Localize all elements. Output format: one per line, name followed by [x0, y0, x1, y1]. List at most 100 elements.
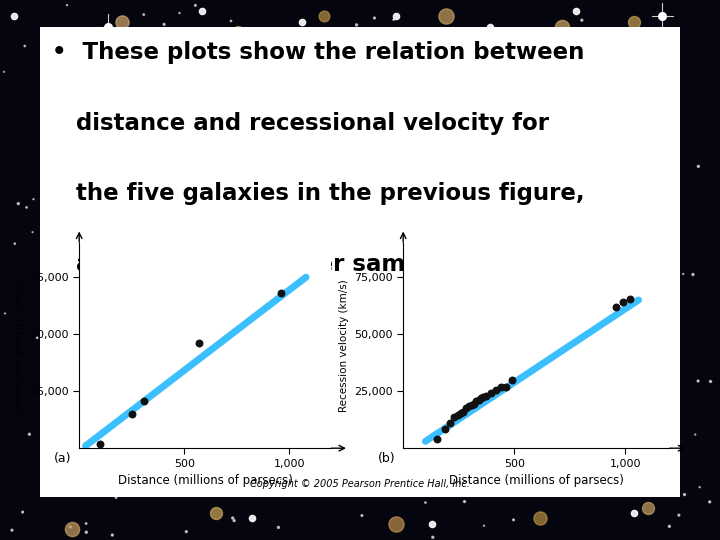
Point — [189, 1, 201, 10]
Point — [519, 265, 531, 273]
Point — [495, 382, 507, 391]
Point — [213, 360, 225, 369]
Point — [369, 14, 380, 22]
Point — [232, 28, 243, 37]
Point — [127, 75, 139, 84]
Point — [193, 339, 204, 348]
Point — [449, 188, 461, 197]
Point — [500, 382, 512, 391]
X-axis label: Distance (millions of parsecs): Distance (millions of parsecs) — [118, 474, 292, 487]
Point — [559, 404, 571, 413]
Point — [167, 73, 179, 82]
Point — [679, 490, 690, 499]
Point — [264, 189, 276, 198]
Point — [463, 402, 474, 410]
Point — [454, 242, 465, 251]
Point — [504, 449, 516, 457]
Point — [444, 419, 456, 428]
Point — [102, 23, 114, 31]
Point — [252, 157, 264, 165]
Point — [323, 393, 334, 401]
Point — [575, 239, 587, 248]
Point — [181, 528, 192, 536]
Point — [556, 23, 567, 31]
Point — [195, 198, 207, 206]
Point — [48, 342, 60, 350]
Point — [210, 509, 222, 517]
Point — [657, 12, 668, 21]
Point — [117, 264, 129, 273]
Point — [31, 333, 42, 342]
Point — [457, 407, 469, 416]
Point — [385, 136, 397, 144]
Point — [107, 208, 118, 217]
Point — [616, 55, 627, 64]
Point — [135, 160, 147, 168]
Point — [576, 146, 588, 154]
Point — [334, 217, 346, 225]
Text: and then for a larger sample:: and then for a larger sample: — [53, 253, 454, 275]
Point — [624, 294, 636, 303]
Point — [639, 364, 650, 373]
Point — [459, 497, 470, 506]
Point — [443, 353, 454, 362]
Point — [552, 328, 564, 336]
Point — [508, 516, 519, 524]
Point — [595, 327, 607, 336]
Point — [521, 448, 533, 457]
X-axis label: Distance (millions of parsecs): Distance (millions of parsecs) — [449, 474, 624, 487]
Point — [147, 415, 158, 423]
Point — [582, 383, 594, 392]
Point — [129, 47, 140, 56]
Point — [618, 177, 629, 186]
Point — [233, 333, 244, 341]
Point — [657, 12, 668, 21]
Point — [440, 424, 451, 433]
Point — [467, 401, 478, 409]
Point — [368, 74, 379, 83]
Point — [432, 106, 444, 115]
Point — [441, 12, 452, 21]
Point — [6, 526, 18, 535]
Point — [275, 289, 287, 298]
Point — [593, 184, 605, 192]
Point — [452, 249, 464, 258]
Point — [219, 305, 230, 313]
Point — [228, 516, 240, 525]
Point — [110, 494, 122, 502]
Point — [73, 384, 85, 393]
Point — [640, 304, 652, 313]
Point — [426, 50, 437, 59]
Point — [420, 54, 432, 63]
Point — [302, 419, 314, 428]
Point — [350, 254, 361, 262]
Point — [469, 102, 481, 111]
Point — [138, 397, 150, 406]
Point — [94, 383, 105, 392]
Point — [59, 28, 71, 36]
Point — [642, 335, 654, 343]
Point — [705, 377, 716, 386]
Point — [82, 28, 94, 37]
Point — [572, 157, 583, 165]
Point — [362, 402, 374, 410]
Point — [176, 280, 187, 289]
Point — [426, 519, 438, 528]
Point — [168, 100, 180, 109]
Point — [469, 400, 480, 408]
Point — [628, 17, 639, 26]
Point — [390, 519, 402, 528]
Point — [65, 523, 76, 531]
Point — [166, 28, 177, 37]
Point — [351, 21, 362, 29]
Point — [361, 192, 372, 200]
Point — [517, 72, 528, 81]
Point — [648, 264, 660, 273]
Point — [9, 12, 20, 21]
Point — [238, 352, 250, 360]
Point — [576, 16, 588, 24]
Point — [251, 256, 263, 265]
Text: Copyright © 2005 Pearson Prentice Hall, Inc.: Copyright © 2005 Pearson Prentice Hall, … — [250, 478, 470, 489]
Point — [471, 397, 482, 406]
Point — [19, 42, 30, 50]
